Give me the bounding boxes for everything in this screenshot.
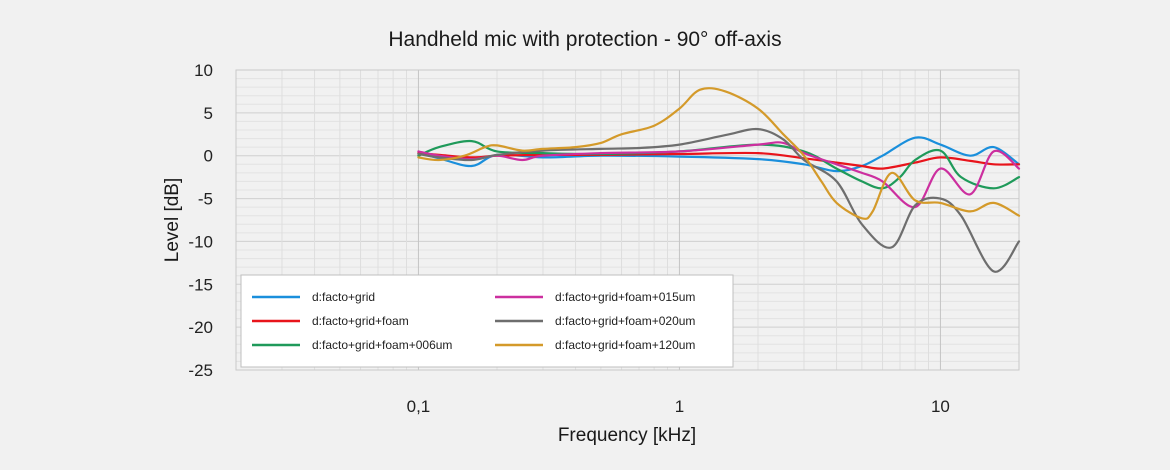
chart-title: Handheld mic with protection - 90° off-a…: [388, 28, 781, 51]
x-axis-label: Frequency [kHz]: [558, 425, 696, 446]
x-tick-label: 1: [675, 397, 684, 416]
legend-label-1: d:facto+grid: [312, 290, 375, 304]
legend: d:facto+grid d:facto+grid+foam d:facto+gri…: [240, 274, 734, 368]
y-tick-label: -15: [188, 275, 213, 294]
series-line-5: [417, 127, 1021, 273]
y-tick-label: -5: [198, 190, 213, 209]
legend-label-2: d:facto+grid+foam: [312, 314, 409, 328]
x-axis-ticks: 0,1 1 10: [407, 397, 950, 416]
plot-area-border: [235, 69, 1020, 371]
series-line-6: [417, 87, 1021, 220]
x-tick-label: 0,1: [407, 397, 431, 416]
legend-label-4: d:facto+grid+foam+015um: [555, 290, 695, 304]
data-series: [417, 87, 1021, 273]
y-tick-label: 0: [204, 147, 213, 166]
legend-label-6: d:facto+grid+foam+120um: [555, 338, 695, 352]
legend-box: [240, 274, 734, 368]
legend-label-5: d:facto+grid+foam+020um: [555, 314, 695, 328]
y-axis-ticks: 10 5 0 -5 -10 -15 -20 -25: [188, 61, 213, 380]
y-tick-label: -25: [188, 361, 213, 380]
y-tick-label: 10: [194, 61, 213, 80]
y-axis-label: Level [dB]: [162, 178, 183, 263]
y-tick-label: -20: [188, 318, 213, 337]
y-tick-label: 5: [204, 104, 213, 123]
legend-label-3: d:facto+grid+foam+006um: [312, 338, 452, 352]
x-tick-label: 10: [931, 397, 950, 416]
y-tick-label: -10: [188, 232, 213, 251]
